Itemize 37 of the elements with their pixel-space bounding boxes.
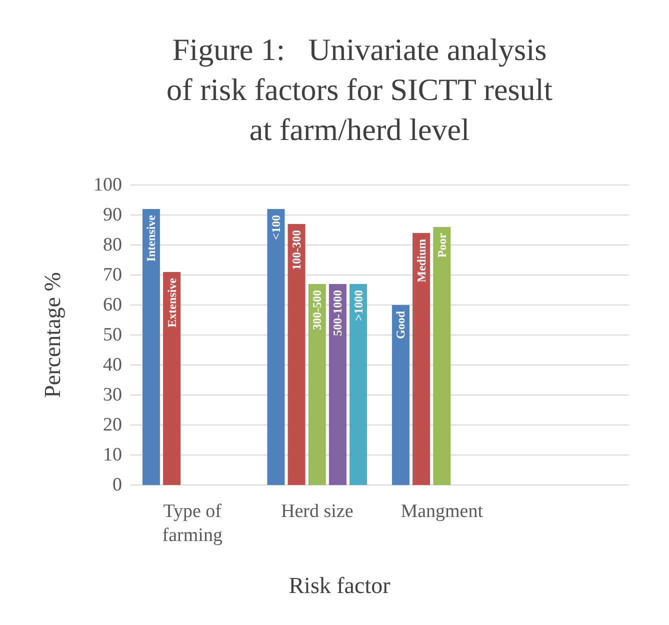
y-tick-label: 10 bbox=[103, 444, 122, 466]
data-label: Extensive bbox=[164, 277, 179, 328]
data-label: Medium bbox=[414, 239, 428, 282]
data-label: <100 bbox=[268, 215, 283, 240]
data-label: 500-1000 bbox=[330, 290, 345, 336]
bar bbox=[163, 272, 181, 485]
bar bbox=[328, 284, 346, 485]
bar bbox=[267, 209, 285, 485]
y-tick-label: 40 bbox=[103, 354, 122, 376]
y-tick-label: 0 bbox=[112, 474, 122, 496]
bar bbox=[288, 224, 306, 485]
bar bbox=[308, 284, 326, 485]
data-label: Good bbox=[394, 310, 408, 340]
x-tick-label: Type of farming bbox=[162, 501, 223, 546]
y-tick-label: 80 bbox=[103, 234, 122, 256]
data-label: 300-500 bbox=[310, 290, 324, 330]
x-tick-label: Mangment bbox=[400, 501, 484, 522]
x-tick-label: Herd size bbox=[280, 501, 354, 522]
bar bbox=[392, 305, 410, 485]
y-tick-label: 100 bbox=[94, 174, 122, 196]
y-tick-label: 30 bbox=[103, 384, 122, 406]
data-label: Poor bbox=[434, 232, 449, 258]
data-label: Intensive bbox=[144, 214, 158, 262]
chart-title: Figure 1: Univariate analysis of risk factors for SICTT result at farm/herd level bbox=[166, 32, 553, 147]
y-tick-label: 50 bbox=[103, 324, 122, 346]
bar bbox=[412, 233, 430, 485]
bar bbox=[142, 209, 160, 485]
x-axis-title: Risk factor bbox=[288, 573, 391, 598]
y-axis-title: Percentage % bbox=[40, 272, 65, 398]
y-tick-label: 90 bbox=[103, 204, 122, 226]
bar bbox=[433, 227, 451, 485]
y-tick-label: 60 bbox=[103, 294, 122, 316]
y-tick-label: 20 bbox=[103, 414, 122, 436]
bar bbox=[350, 284, 368, 485]
data-label: 100-300 bbox=[290, 230, 304, 270]
y-tick-label: 70 bbox=[103, 264, 122, 286]
data-label: >1000 bbox=[351, 290, 366, 321]
